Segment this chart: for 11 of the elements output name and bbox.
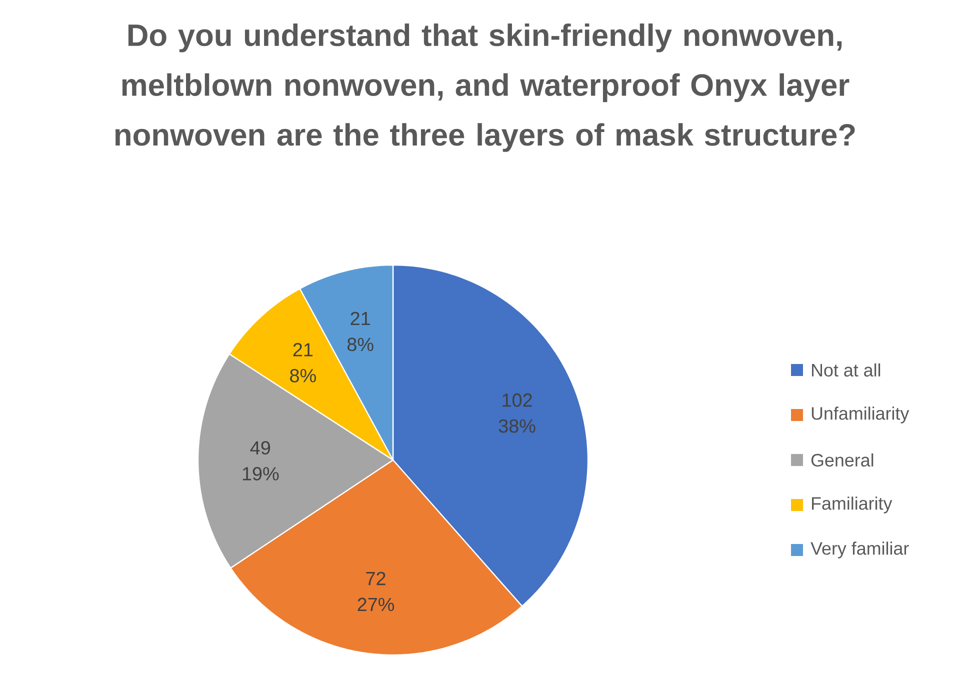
data-label: 21 8% bbox=[290, 343, 316, 382]
legend-label: Unfamiliarity bbox=[812, 406, 910, 424]
data-label: 72 27% bbox=[358, 572, 394, 612]
data-label: 102 38% bbox=[498, 393, 536, 433]
legend-label: Not at all bbox=[812, 363, 880, 377]
legend-label: Very familiar bbox=[810, 542, 909, 558]
data-label: 49 19% bbox=[242, 441, 279, 480]
legend-label: General bbox=[811, 453, 874, 467]
legend-label: Familiarity bbox=[812, 496, 892, 514]
data-label: 21 8% bbox=[347, 312, 374, 352]
chart-title: Do you understand that skin-friendly nonwoven, meltblown nonwoven, and waterproof Onyx layer nonwoven are the three layers of mask structure? bbox=[115, 23, 855, 152]
